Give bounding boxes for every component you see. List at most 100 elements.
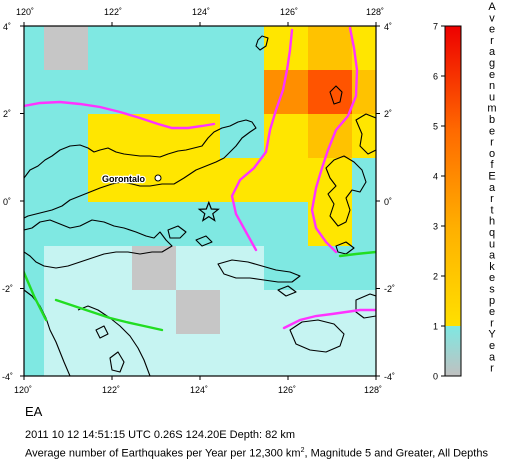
- legend-title-letter: u: [489, 238, 495, 250]
- lat-label-left-minus2: -2˚: [2, 284, 13, 294]
- talaud-island: [329, 85, 343, 105]
- grid-cell: [176, 290, 221, 335]
- lat-label-right-0: 0˚: [384, 197, 392, 207]
- grid-cell: [176, 246, 221, 291]
- legend-tick-label: 5: [433, 122, 438, 132]
- grid-cell: [352, 114, 376, 159]
- lon-label-bottom-124: 124˚: [190, 385, 208, 395]
- grid-cell: [132, 114, 177, 159]
- legend-title-letter: a: [489, 250, 496, 262]
- sangihe-islands: [255, 35, 269, 51]
- grid-cell: [44, 26, 89, 71]
- legend-title-letter: r: [490, 137, 494, 149]
- legend-title-letter: e: [489, 24, 495, 36]
- legend-title-letter: e: [489, 272, 495, 284]
- legend-title-letter: r: [490, 317, 494, 329]
- wowoni-island: [95, 325, 109, 339]
- city-label-gorontalo: Gorontalo: [102, 174, 145, 184]
- legend-ticks: 0 1 2 3 4 5 6 7: [433, 22, 445, 382]
- grid-cell: [88, 334, 133, 376]
- sulawesi-gulf-coast: [24, 219, 173, 269]
- grid-cell: [88, 158, 133, 203]
- grid-cell: [220, 290, 265, 335]
- grid-cell: [24, 70, 45, 115]
- legend-title-letter: r: [490, 35, 494, 47]
- grid-cell: [44, 70, 89, 115]
- grid-cell: [308, 246, 353, 291]
- halmahera-east-coast: [355, 113, 376, 155]
- event-details: 2011 10 12 14:51:15 UTC 0.26S 124.20E De…: [25, 429, 296, 441]
- legend-title-letter: u: [489, 91, 495, 103]
- tick-marks: [20, 22, 380, 380]
- lat-label-left-minus4: -4˚: [2, 372, 13, 382]
- grid-cell: [176, 70, 221, 115]
- grid-cell: [220, 70, 265, 115]
- seram-island: [355, 293, 376, 319]
- grid-cell: [44, 246, 89, 291]
- legend-title-letter: g: [489, 58, 495, 70]
- legend-title-letter: t: [490, 204, 493, 216]
- lon-label-bottom-128: 128˚: [364, 385, 382, 395]
- legend-title-letter: r: [490, 193, 494, 205]
- legend-title-letter: Y: [488, 329, 496, 341]
- legend-title-letter: A: [488, 1, 496, 13]
- grid-cell: [132, 70, 177, 115]
- grid-cell: [24, 334, 45, 376]
- caption-prefix: Average number of Earthquakes per Year p…: [25, 447, 301, 460]
- legend-title-letter: b: [489, 114, 495, 126]
- fault-matano: [54, 298, 164, 332]
- lat-label-right-minus4: -4˚: [384, 372, 395, 382]
- grid-cell: [132, 202, 177, 247]
- grid-cell: [352, 26, 376, 71]
- grid-cell: [352, 290, 376, 335]
- sulawesi-north-arm-coast: [24, 119, 257, 219]
- buru-island: [289, 319, 345, 353]
- grid-cell: [264, 158, 309, 203]
- lat-label-right-4: 4˚: [384, 22, 392, 32]
- grid-cell: [264, 202, 309, 247]
- legend-title-letter: s: [489, 284, 495, 296]
- lon-label-bottom-122: 122˚: [102, 385, 120, 395]
- grid-cell: [24, 26, 45, 71]
- grid-cell: [220, 334, 265, 376]
- grid-cell: [176, 158, 221, 203]
- lon-label-bottom-126: 126˚: [278, 385, 296, 395]
- plate-boundary-molucca-west: [230, 28, 294, 252]
- legend-tick-label: 4: [433, 172, 438, 182]
- coastlines: [24, 35, 376, 376]
- grid-cell: [44, 290, 89, 335]
- sulawesi-southeast-arm: [77, 305, 151, 376]
- legend-tick-label: 1: [433, 322, 438, 332]
- legend-title-letter: q: [489, 227, 495, 239]
- fault-sorong: [338, 250, 376, 258]
- grid-cell: [44, 334, 89, 376]
- legend-tick-label: 2: [433, 272, 438, 282]
- grid-cell: [352, 202, 376, 247]
- grid-cell: [352, 158, 376, 203]
- legend-tick-label: 0: [433, 372, 438, 382]
- grid-cell: [264, 334, 309, 376]
- grid-cell: [132, 158, 177, 203]
- legend-title-letter: e: [489, 125, 495, 137]
- legend-tick-label: 7: [433, 22, 438, 32]
- legend-title-letter: m: [487, 103, 496, 115]
- legend-title-letter: e: [489, 69, 495, 81]
- legend-title-letter: v: [489, 12, 495, 24]
- region-code: EA: [25, 404, 43, 419]
- grid-cell: [176, 26, 221, 71]
- legend-title-letter: k: [489, 261, 495, 273]
- legend-title-letter: E: [488, 171, 495, 183]
- muna-buton: [109, 351, 125, 373]
- caption-superscript: 2: [300, 447, 305, 454]
- grid-cell: [264, 26, 309, 71]
- grid-cell: [24, 246, 45, 291]
- grid-cell: [220, 26, 265, 71]
- city-marker: [154, 174, 162, 182]
- legend-title-letter: e: [489, 306, 495, 318]
- obi-islands: [335, 241, 355, 255]
- grid-cell: [308, 114, 353, 159]
- lat-label-right-minus2: -2˚: [384, 284, 395, 294]
- grid-cell: [176, 114, 221, 159]
